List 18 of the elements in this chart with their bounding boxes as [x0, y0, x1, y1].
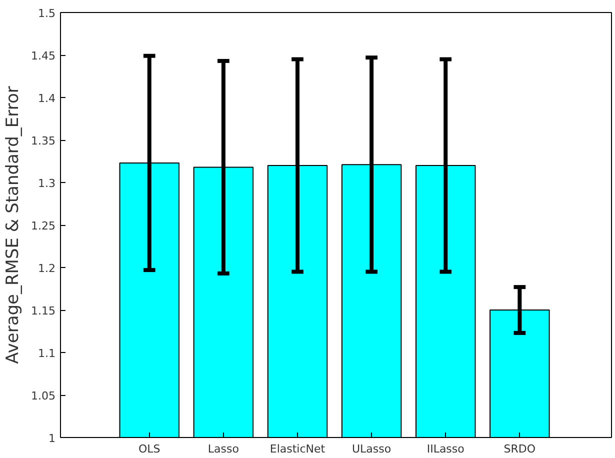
y-tick-label: 1.15	[31, 304, 56, 318]
y-tick-label: 1.4	[38, 92, 56, 105]
y-tick-label: 1.05	[31, 390, 56, 402]
x-tick-label: SRDO	[504, 442, 536, 456]
y-axis-title: Average_RMSE & Standard_Error	[3, 86, 24, 364]
y-tick-label: 1.45	[31, 50, 56, 62]
y-tick-label: 1.25	[31, 220, 56, 232]
y-tick-label: 1.1	[38, 347, 56, 360]
x-tick-label: Lasso	[208, 442, 240, 456]
x-tick-label: OLS	[138, 442, 160, 456]
y-tick-label: 1.2	[38, 262, 56, 275]
y-tick-label: 1.3	[38, 177, 56, 190]
x-tick-label: ULasso	[352, 442, 392, 456]
y-tick-label: 1	[48, 432, 56, 445]
x-tick-label: ElasticNet	[270, 442, 326, 456]
y-tick-label: 1.35	[31, 134, 56, 148]
y-tick-label: 1.5	[38, 7, 56, 20]
x-tick-label: IILasso	[426, 442, 465, 456]
